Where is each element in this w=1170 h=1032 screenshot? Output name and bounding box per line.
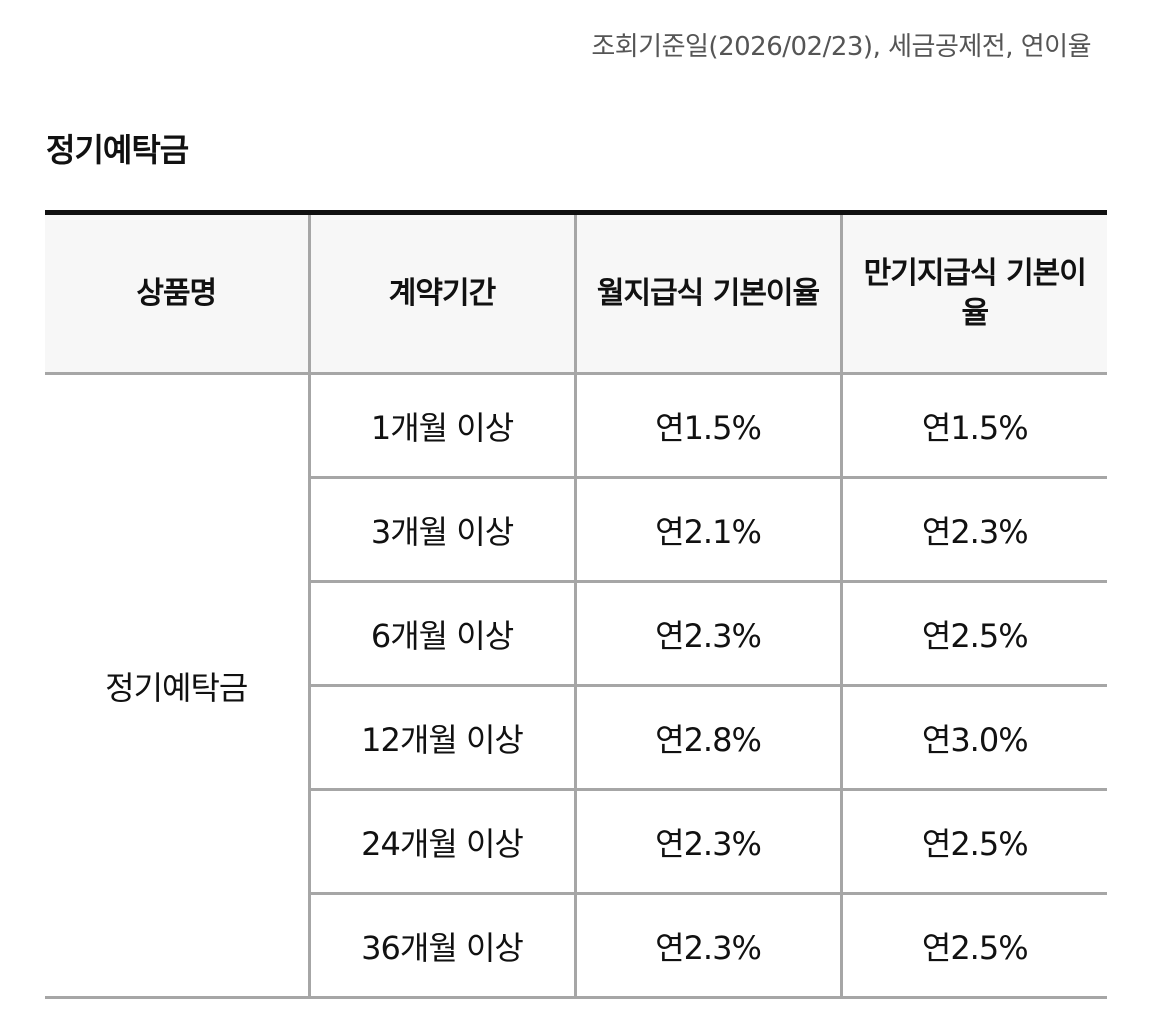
table-header-row: 상품명 계약기간 월지급식 기본이율 만기지급식 기본이율 bbox=[45, 212, 1107, 375]
period-cell: 3개월 이상 bbox=[307, 477, 575, 583]
maturity-rate-cell: 연2.5% bbox=[839, 581, 1107, 687]
section-title: 정기예탁금 bbox=[46, 131, 189, 169]
table-row: 정기예탁금 1개월 이상 연1.5% 연1.5% bbox=[45, 373, 1107, 707]
interest-rate-table: 상품명 계약기간 월지급식 기본이율 만기지급식 기본이율 정기예탁금 1개월 … bbox=[45, 210, 1107, 999]
period-cell: 1개월 이상 bbox=[307, 373, 575, 479]
period-cell: 12개월 이상 bbox=[307, 685, 575, 791]
product-name-cell: 정기예탁금 bbox=[105, 668, 248, 707]
maturity-rate-cell: 연3.0% bbox=[839, 685, 1107, 791]
maturity-rate-cell: 연2.5% bbox=[839, 893, 1107, 999]
monthly-rate-cell: 연2.1% bbox=[573, 477, 841, 583]
monthly-rate-cell: 연2.3% bbox=[573, 581, 841, 687]
maturity-rate-cell: 연1.5% bbox=[839, 373, 1107, 479]
table-row: 36개월 이상 연2.3% 연2.5% bbox=[45, 893, 1107, 999]
monthly-rate-cell: 연1.5% bbox=[573, 373, 841, 479]
table-row: 6개월 이상 연2.3% 연2.5% bbox=[45, 581, 1107, 687]
monthly-rate-cell: 연2.8% bbox=[573, 685, 841, 791]
header-monthly-rate: 월지급식 기본이율 bbox=[573, 212, 841, 375]
header-maturity-rate: 만기지급식 기본이율 bbox=[839, 212, 1107, 375]
monthly-rate-cell: 연2.3% bbox=[573, 789, 841, 895]
table-row: 3개월 이상 연2.1% 연2.3% bbox=[45, 477, 1107, 583]
period-cell: 6개월 이상 bbox=[307, 581, 575, 687]
period-cell: 36개월 이상 bbox=[307, 893, 575, 999]
maturity-rate-cell: 연2.3% bbox=[839, 477, 1107, 583]
table-row: 24개월 이상 연2.3% 연2.5% bbox=[45, 789, 1107, 895]
header-product-name: 상품명 bbox=[45, 212, 309, 375]
period-cell: 24개월 이상 bbox=[307, 789, 575, 895]
maturity-rate-cell: 연2.5% bbox=[839, 789, 1107, 895]
monthly-rate-cell: 연2.3% bbox=[573, 893, 841, 999]
header-contract-period: 계약기간 bbox=[307, 212, 575, 375]
rate-notice: 조회기준일(2026/02/23), 세금공제전, 연이율 bbox=[591, 32, 1091, 62]
table-row: 12개월 이상 연2.8% 연3.0% bbox=[45, 685, 1107, 791]
